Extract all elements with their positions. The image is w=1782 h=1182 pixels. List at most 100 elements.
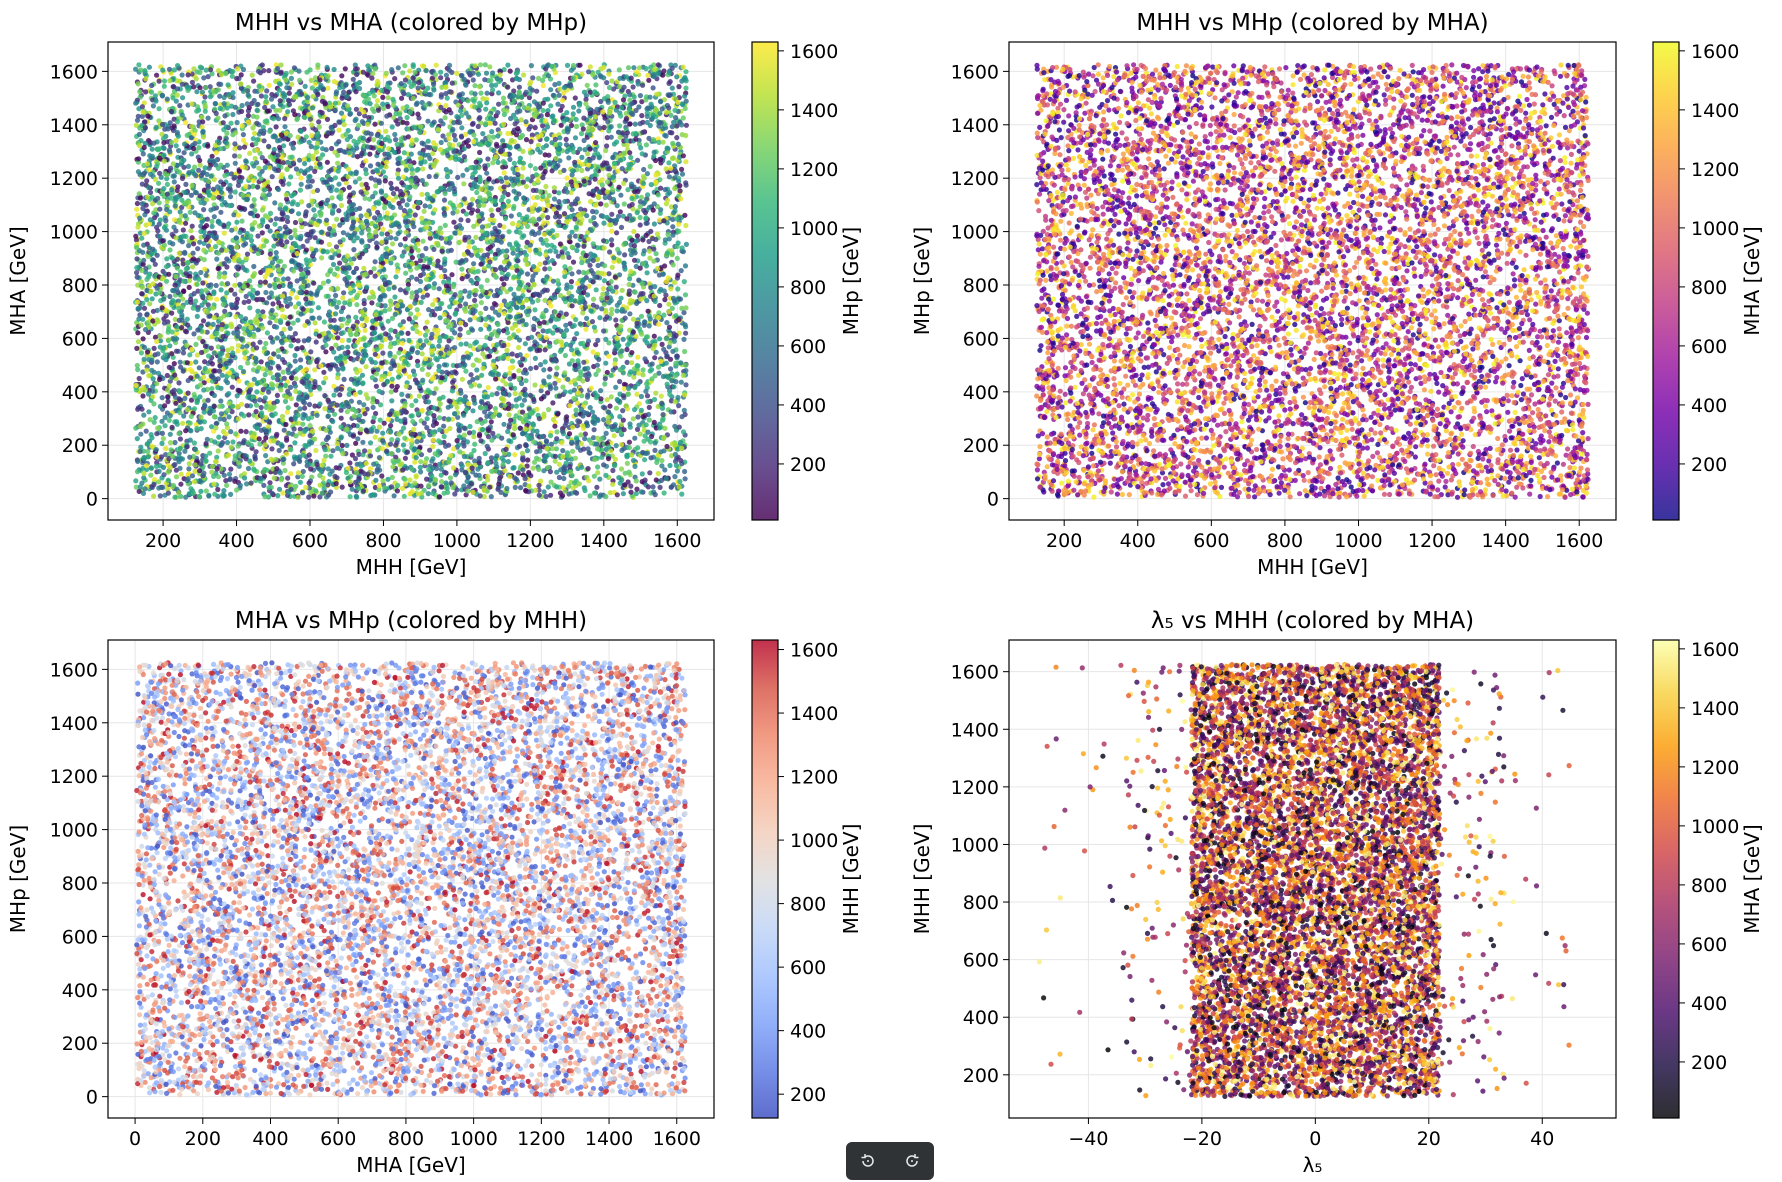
scatter-point — [226, 471, 233, 477]
scatter-point — [587, 64, 593, 70]
scatter-point — [134, 256, 140, 262]
scatter-point — [524, 271, 531, 277]
scatter-point — [547, 248, 553, 254]
scatter-point — [339, 338, 345, 344]
scatter-point — [284, 239, 290, 245]
scatter-point — [249, 226, 255, 232]
scatter-point — [362, 327, 368, 333]
scatter-point — [412, 212, 418, 218]
scatter-point — [658, 393, 664, 399]
scatter-point — [517, 230, 523, 236]
scatter-point — [679, 491, 685, 497]
scatter-point — [143, 202, 149, 208]
scatter-point — [302, 322, 308, 329]
scatter-point — [177, 445, 183, 451]
scatter-point — [239, 218, 245, 224]
scatter-point — [637, 431, 643, 437]
scatter-point — [465, 474, 471, 481]
scatter-point — [283, 70, 289, 77]
scatter-point — [549, 313, 556, 319]
scatter-point — [576, 102, 583, 108]
scatter-point — [367, 466, 374, 472]
scatter-point — [404, 202, 410, 208]
scatter-point — [292, 219, 299, 226]
scatter-point — [593, 287, 599, 293]
scatter-point — [186, 461, 192, 467]
scatter-point — [590, 349, 596, 355]
scatter-point — [415, 199, 422, 206]
scatter-point — [385, 103, 391, 110]
scatter-point — [459, 125, 465, 131]
scatter-point — [385, 95, 391, 101]
scatter-point — [152, 415, 158, 421]
scatter-point — [180, 95, 186, 101]
scatter-point — [471, 223, 477, 229]
scatter-point — [507, 68, 513, 74]
scatter-point — [490, 70, 496, 76]
scatter-point — [187, 454, 193, 460]
scatter-point — [640, 367, 646, 373]
scatter-point — [234, 487, 240, 493]
scatter-point — [639, 471, 645, 477]
scatter-point — [373, 477, 379, 483]
scatter-point — [380, 325, 386, 331]
scatter-point — [683, 241, 690, 247]
scatter-point — [197, 157, 203, 164]
scatter-point — [279, 211, 285, 217]
scatter-point — [523, 89, 529, 95]
scatter-point — [232, 291, 238, 297]
scatter-point — [254, 107, 260, 113]
scatter-point — [531, 99, 538, 105]
scatter-point — [563, 311, 569, 317]
scatter-point — [452, 472, 459, 478]
scatter-point — [552, 453, 559, 459]
scatter-point — [345, 344, 351, 350]
scatter-point — [203, 458, 209, 464]
scatter-point — [683, 382, 689, 388]
scatter-point — [578, 131, 585, 137]
scatter-point — [370, 325, 376, 331]
scatter-point — [429, 343, 435, 349]
scatter-point — [402, 481, 408, 487]
scatter-point — [446, 62, 453, 68]
scatter-point — [246, 298, 252, 304]
scatter-point — [662, 425, 668, 431]
scatter-point — [503, 175, 509, 181]
scatter-point — [526, 483, 532, 489]
scatter-point — [591, 215, 597, 221]
scatter-point — [257, 339, 263, 345]
scatter-point — [595, 367, 602, 373]
scatter-point — [515, 470, 521, 476]
scatter-point — [331, 271, 338, 277]
scatter-point — [501, 421, 507, 427]
scatter-point — [608, 237, 615, 243]
scatter-point — [150, 308, 156, 314]
scatter-point — [430, 302, 436, 308]
scatter-point — [380, 478, 386, 484]
scatter-point — [266, 68, 272, 74]
scatter-point — [594, 362, 601, 368]
scatter-point — [143, 89, 149, 95]
scatter-point — [507, 156, 513, 162]
scatter-point — [374, 346, 380, 352]
scatter-point — [141, 412, 147, 418]
scatter-point — [197, 162, 203, 168]
scatter-point — [167, 247, 173, 253]
scatter-point — [635, 81, 641, 87]
scatter-point — [224, 312, 230, 318]
scatter-point — [371, 330, 378, 336]
scatter-point — [294, 278, 300, 284]
scatter-point — [341, 149, 347, 155]
scatter-point — [613, 317, 619, 323]
scatter-point — [417, 287, 423, 293]
scatter-point — [344, 442, 350, 448]
scatter-point — [625, 391, 632, 397]
scatter-point — [488, 419, 494, 425]
scatter-point — [562, 269, 568, 275]
scatter-point — [441, 197, 448, 203]
scatter-point — [337, 260, 343, 266]
scatter-point — [628, 369, 634, 375]
scatter-point — [609, 264, 615, 270]
scatter-point — [244, 251, 251, 257]
scatter-point — [367, 453, 374, 459]
